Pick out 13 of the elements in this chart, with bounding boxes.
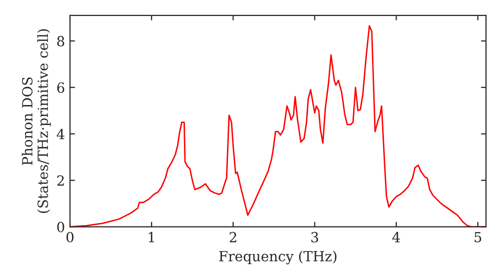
x-axis-title: Frequency (THz) — [219, 250, 336, 264]
y-tick-label: 6 — [57, 82, 64, 93]
y-tick-label: 2 — [57, 175, 64, 186]
y-axis-title: Phonon DOS (States/THz·primitive cell) — [22, 29, 51, 213]
x-tick-label: 1 — [148, 232, 154, 242]
x-tick-label: 3 — [311, 232, 318, 242]
y-tick-label: 8 — [57, 36, 64, 46]
x-tick-label: 5 — [474, 232, 482, 242]
x-tick-label: 2 — [230, 232, 236, 242]
y-tick-label: 4 — [56, 128, 64, 140]
x-tick-label: 0 — [66, 232, 74, 242]
y-tick-label: 0 — [57, 222, 64, 232]
x-tick-label: 4 — [392, 232, 400, 242]
